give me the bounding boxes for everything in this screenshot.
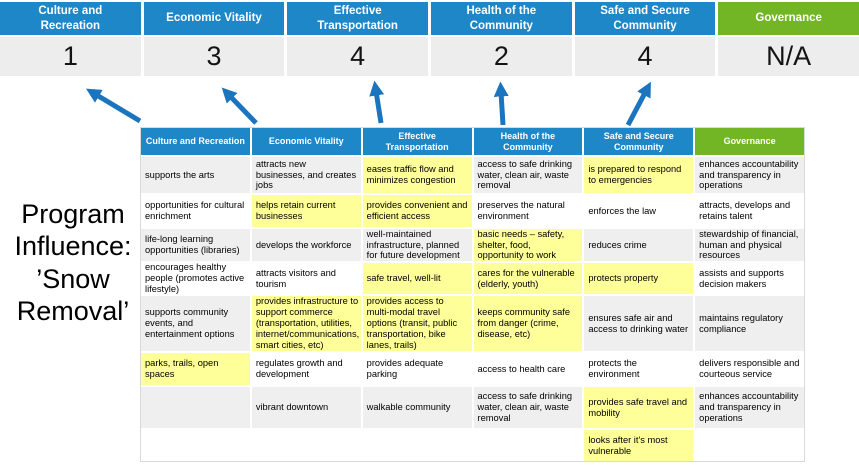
influence-arrow-4 [493,81,509,126]
influence-arrows [85,80,651,127]
priority-header-effective-transportation: Effective Transportation [287,2,428,35]
matrix-cell-r2-c1: opportunities for cultural enrichment [141,195,250,227]
matrix-cell-r6-c6: delivers responsible and courteous servi… [695,353,804,385]
matrix-cell-r2-c2: helps retain current businesses [251,195,361,227]
influence-arrow-3 [369,80,385,124]
matrix-cell-r7-c5: provides safe travel and mobility [584,387,694,428]
matrix-cell-r4-c3: safe travel, well-lit [362,263,472,294]
matrix-cell-r1-c5: is prepared to respond to emergencies [584,157,694,193]
matrix-cell-r5-c3: provides access to multi-modal travel op… [362,296,472,351]
program-influence-title: Program Influence: ’Snow Removal’ [14,199,132,327]
matrix-cell-r5-c1: supports community events, and entertain… [141,296,250,351]
matrix-cell-r3-c3: well-maintained infrastructure, planned … [362,229,472,261]
matrix-cell-r7-c4: access to safe drinking water, clean air… [473,387,583,428]
matrix-cell-r7-c2: vibrant downtown [251,387,361,428]
matrix-cell-r4-c5: protects property [584,263,694,294]
priority-header-health-of-the-community: Health of the Community [431,2,572,35]
matrix-header-economic-vitality: Economic Vitality [251,128,361,155]
matrix-cell-r1-c1: supports the arts [141,157,250,193]
influence-arrow-5 [625,81,651,127]
priority-header-safe-and-secure-community: Safe and Secure Community [574,2,716,35]
matrix-header-safe-and-secure-community: Safe and Secure Community [584,128,694,155]
matrix-cell-r3-c2: develops the workforce [251,229,361,261]
priority-score-health-of-the-community: 2 [431,37,572,76]
matrix-header-governance: Governance [695,128,804,155]
matrix-cell-r5-c4: keeps community safe from danger (crime,… [473,296,583,351]
matrix-cell-r1-c3: eases traffic flow and minimizes congest… [362,157,472,193]
matrix-cell-r2-c3: provides convenient and efficient access [362,195,472,227]
matrix-cell-r3-c4: basic needs – safety, shelter, food, opp… [473,229,583,261]
matrix-cell-r4-c1: encourages healthy people (promotes acti… [141,263,250,294]
matrix-cell-r1-c6: enhances accountability and transparency… [695,157,804,193]
matrix-cell-r8-c3 [362,430,472,461]
influence-arrow-1 [85,88,142,124]
priority-score-effective-transportation: 4 [287,37,428,76]
matrix-cell-r5-c2: provides infrastructure to support comme… [251,296,361,351]
matrix-cell-r7-c6: enhances accountability and transparency… [695,387,804,428]
priority-header-governance: Governance [718,2,859,35]
matrix-cell-r5-c6: maintains regulatory compliance [695,296,804,351]
matrix-cell-r8-c5: looks after it's most vulnerable [584,430,694,461]
matrix-cell-r8-c6 [695,430,804,461]
matrix-cell-r8-c4 [473,430,583,461]
matrix-cell-r4-c4: cares for the vulnerable (elderly, youth… [473,263,583,294]
priority-summary: Culture and Recreation Economic Vitality E… [0,2,859,76]
matrix-cell-r6-c2: regulates growth and development [251,353,361,385]
matrix-cell-r1-c2: attracts new businesses, and creates job… [251,157,361,193]
matrix-cell-r7-c1 [141,387,250,428]
influence-arrow-2 [221,87,258,125]
matrix-cell-r3-c5: reduces crime [584,229,694,261]
matrix-cell-r4-c6: assists and supports decision makers [695,263,804,294]
priority-header-culture-and-recreation: Culture and Recreation [0,2,141,35]
matrix-cell-r8-c1 [141,430,250,461]
matrix-cell-r5-c5: ensures safe air and access to drinking … [584,296,694,351]
matrix-cell-r7-c3: walkable community [362,387,472,428]
matrix-cell-r1-c4: access to safe drinking water, clean air… [473,157,583,193]
priority-score-economic-vitality: 3 [143,37,285,76]
influence-matrix: Culture and Recreation Economic Vitality E… [140,127,805,462]
matrix-cell-r6-c3: provides adequate parking [362,353,472,385]
matrix-cell-r4-c2: attracts visitors and tourism [251,263,361,294]
matrix-header-health-of-the-community: Health of the Community [473,128,583,155]
priority-header-economic-vitality: Economic Vitality [143,2,285,35]
matrix-cell-r8-c2 [251,430,361,461]
matrix-cell-r6-c1: parks, trails, open spaces [141,353,250,385]
priority-score-culture-and-recreation: 1 [0,37,141,76]
priority-score-safe-and-secure-community: 4 [574,37,716,76]
matrix-header-culture-and-recreation: Culture and Recreation [141,128,250,155]
matrix-cell-r2-c5: enforces the law [584,195,694,227]
matrix-cell-r3-c6: stewardship of financial, human and phys… [695,229,804,261]
matrix-cell-r3-c1: life-long learning opportunities (librar… [141,229,250,261]
matrix-cell-r6-c5: protects the environment [584,353,694,385]
priority-score-governance: N/A [718,37,859,76]
matrix-cell-r2-c4: preserves the natural environment [473,195,583,227]
matrix-header-effective-transportation: Effective Transportation [362,128,472,155]
matrix-cell-r2-c6: attracts, develops and retains talent [695,195,804,227]
matrix-cell-r6-c4: access to health care [473,353,583,385]
